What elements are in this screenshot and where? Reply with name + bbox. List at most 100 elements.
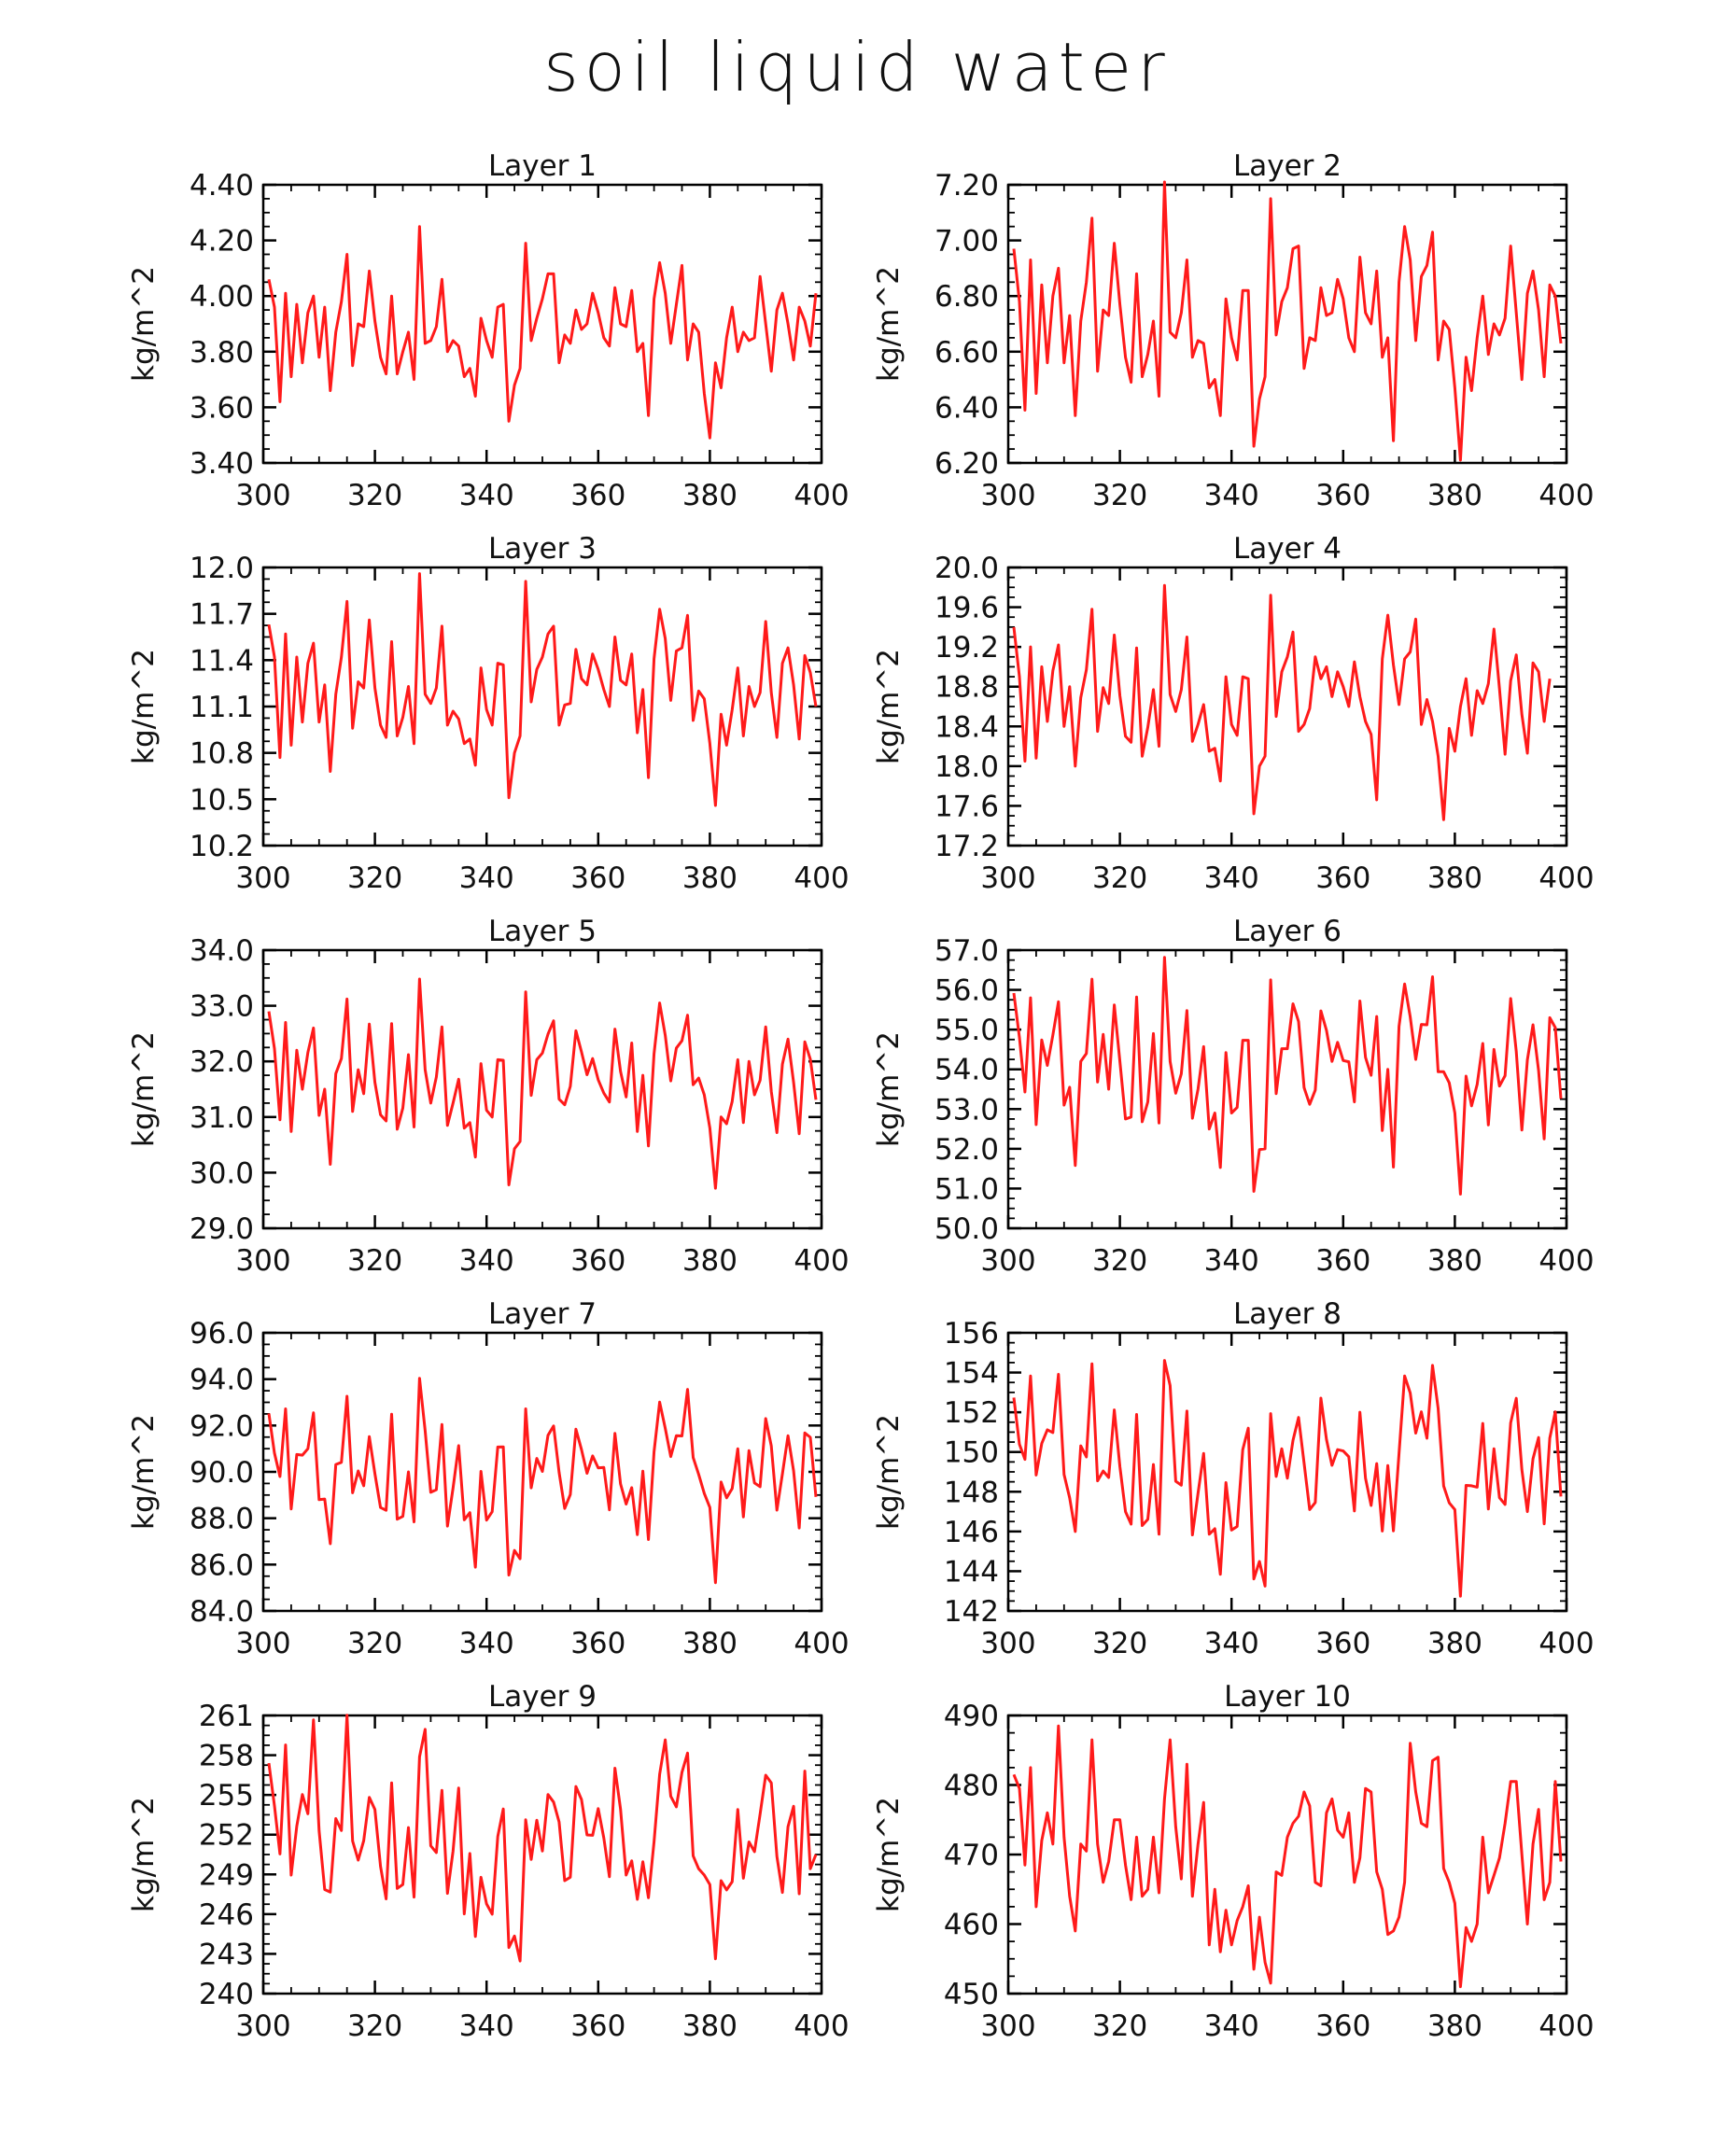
layer-8-xtick-label: 360 xyxy=(1315,1627,1370,1660)
layer-9-xtick-label: 300 xyxy=(235,2009,290,2043)
layer-7-ytick-label: 84.0 xyxy=(190,1595,254,1629)
layer-1-ytick-label: 4.00 xyxy=(190,280,254,314)
layer-1-panel: Layer 1 300 320 340 360 380 400 3.40 3.60 3.80 4.0… xyxy=(127,149,850,512)
layer-5-ytick-label: 32.0 xyxy=(190,1045,254,1079)
layer-8-ytick-label: 154 xyxy=(944,1357,999,1391)
layer-1-xtick-label: 400 xyxy=(794,479,849,512)
layer-7-xtick-label: 380 xyxy=(682,1627,738,1660)
layer-2-xtick-label: 380 xyxy=(1427,479,1482,512)
layer-1-plot-frame xyxy=(261,183,823,465)
layer-2-ylabel: kg/m^2 xyxy=(872,266,906,382)
layer-8-panel: Layer 8 300 320 340 360 380 400 142 144 146 148 150… xyxy=(872,1297,1595,1660)
layer-1-title: Layer 1 xyxy=(488,149,597,183)
layer-7-ytick-label: 92.0 xyxy=(190,1409,254,1443)
layer-3-xtick-label: 360 xyxy=(570,861,625,895)
layer-10-ytick-label: 470 xyxy=(944,1839,999,1872)
layer-7-series-line xyxy=(267,1377,818,1585)
layer-2-xtick-label: 340 xyxy=(1204,479,1259,512)
layer-2-series-line xyxy=(1012,180,1563,462)
layer-5-xtick-label: 320 xyxy=(347,1244,402,1278)
layer-7-ytick-label: 94.0 xyxy=(190,1364,254,1397)
layer-4-series-line xyxy=(1012,583,1552,821)
layer-1-ylabel: kg/m^2 xyxy=(127,266,161,382)
layer-3-xtick-label: 340 xyxy=(459,861,514,895)
layer-9-xtick-label: 400 xyxy=(794,2009,849,2043)
layer-7-ytick-label: 88.0 xyxy=(190,1503,254,1536)
layer-2-xtick-label: 360 xyxy=(1315,479,1370,512)
layer-8-ytick-label: 152 xyxy=(944,1396,999,1430)
layer-3-ytick-label: 10.5 xyxy=(190,783,254,817)
layer-6-title: Layer 6 xyxy=(1233,915,1342,948)
layer-10-series-line xyxy=(1012,1724,1563,1989)
layer-3-xtick-label: 400 xyxy=(794,861,849,895)
layer-10-xtick-label: 340 xyxy=(1204,2009,1259,2043)
layer-10-xtick-label: 360 xyxy=(1315,2009,1370,2043)
layer-9-panel: Layer 9 300 320 340 360 380 400 240 243 246 249 252… xyxy=(127,1680,850,2043)
layer-8-ytick-label: 146 xyxy=(944,1516,999,1549)
layer-8-xtick-label: 400 xyxy=(1538,1627,1594,1660)
layer-2-ytick-label: 7.20 xyxy=(934,169,999,203)
layer-9-xtick-label: 340 xyxy=(459,2009,514,2043)
layer-10-xtick-label: 300 xyxy=(980,2009,1035,2043)
layer-9-ytick-label: 258 xyxy=(199,1740,254,1773)
layer-4-panel: Layer 4 300 320 340 360 380 400 17.2 17.6 18.0 18.… xyxy=(872,532,1595,895)
layer-1-xtick-label: 300 xyxy=(235,479,290,512)
layer-7-xtick-label: 300 xyxy=(235,1627,290,1660)
layer-9-xtick-label: 320 xyxy=(347,2009,402,2043)
layer-4-ytick-label: 19.2 xyxy=(934,631,999,665)
layer-3-ylabel: kg/m^2 xyxy=(127,649,161,764)
layer-6-ytick-label: 52.0 xyxy=(934,1133,999,1167)
layer-3-series-line xyxy=(267,572,818,807)
layer-4-ytick-label: 18.0 xyxy=(934,750,999,784)
layer-2-ytick-label: 6.60 xyxy=(934,336,999,370)
layer-5-ytick-label: 30.0 xyxy=(190,1156,254,1190)
layer-8-xtick-label: 300 xyxy=(980,1627,1035,1660)
layer-7-xtick-label: 400 xyxy=(794,1627,849,1660)
layer-4-xtick-label: 300 xyxy=(980,861,1035,895)
layer-9-ytick-label: 243 xyxy=(199,1938,254,1971)
layer-3-ytick-label: 11.1 xyxy=(190,691,254,724)
layer-9-series-line xyxy=(267,1714,818,1963)
layer-7-xtick-label: 360 xyxy=(570,1627,625,1660)
layer-1-xtick-label: 320 xyxy=(347,479,402,512)
layer-7-xtick-label: 340 xyxy=(459,1627,514,1660)
layer-10-ytick-label: 450 xyxy=(944,1978,999,2011)
layer-2-xtick-label: 400 xyxy=(1538,479,1594,512)
layer-6-series-line xyxy=(1012,956,1563,1196)
layer-1-ytick-label: 3.80 xyxy=(190,336,254,370)
layer-4-ytick-label: 18.4 xyxy=(934,710,999,744)
layer-2-ytick-label: 7.00 xyxy=(934,225,999,259)
layer-9-ytick-label: 255 xyxy=(199,1779,254,1813)
layer-6-ytick-label: 55.0 xyxy=(934,1014,999,1047)
layer-3-panel: Layer 3 300 320 340 360 380 400 10.2 10.5 10.8 11.… xyxy=(127,532,850,895)
layer-6-xtick-label: 300 xyxy=(980,1244,1035,1278)
layer-8-xtick-label: 380 xyxy=(1427,1627,1482,1660)
layer-5-ytick-label: 34.0 xyxy=(190,934,254,968)
layer-9-xtick-label: 380 xyxy=(682,2009,738,2043)
layer-1-ytick-label: 4.40 xyxy=(190,169,254,203)
layer-6-ytick-label: 54.0 xyxy=(934,1054,999,1087)
layer-5-plot-frame xyxy=(261,948,823,1230)
layer-9-ytick-label: 240 xyxy=(199,1978,254,2011)
layer-3-xtick-label: 300 xyxy=(235,861,290,895)
layer-4-title: Layer 4 xyxy=(1233,532,1342,566)
layer-5-xtick-label: 400 xyxy=(794,1244,849,1278)
layer-10-ylabel: kg/m^2 xyxy=(872,1797,906,1912)
layer-7-xtick-label: 320 xyxy=(347,1627,402,1660)
layer-4-xtick-label: 320 xyxy=(1092,861,1147,895)
layer-10-ytick-label: 480 xyxy=(944,1770,999,1803)
layer-8-xtick-label: 320 xyxy=(1092,1627,1147,1660)
layer-1-xtick-label: 340 xyxy=(459,479,514,512)
layer-9-ytick-label: 249 xyxy=(199,1858,254,1892)
layer-4-xtick-label: 360 xyxy=(1315,861,1370,895)
layer-1-series-line xyxy=(267,225,818,440)
layer-7-ylabel: kg/m^2 xyxy=(127,1414,161,1530)
layer-4-xtick-label: 380 xyxy=(1427,861,1482,895)
layer-3-ytick-label: 11.4 xyxy=(190,644,254,678)
layer-6-ytick-label: 53.0 xyxy=(934,1093,999,1127)
layer-5-ytick-label: 29.0 xyxy=(190,1212,254,1246)
layer-9-plot-frame xyxy=(261,1714,823,1995)
layer-9-title: Layer 9 xyxy=(488,1680,597,1714)
layer-6-xtick-label: 360 xyxy=(1315,1244,1370,1278)
layer-6-ytick-label: 56.0 xyxy=(934,974,999,1008)
